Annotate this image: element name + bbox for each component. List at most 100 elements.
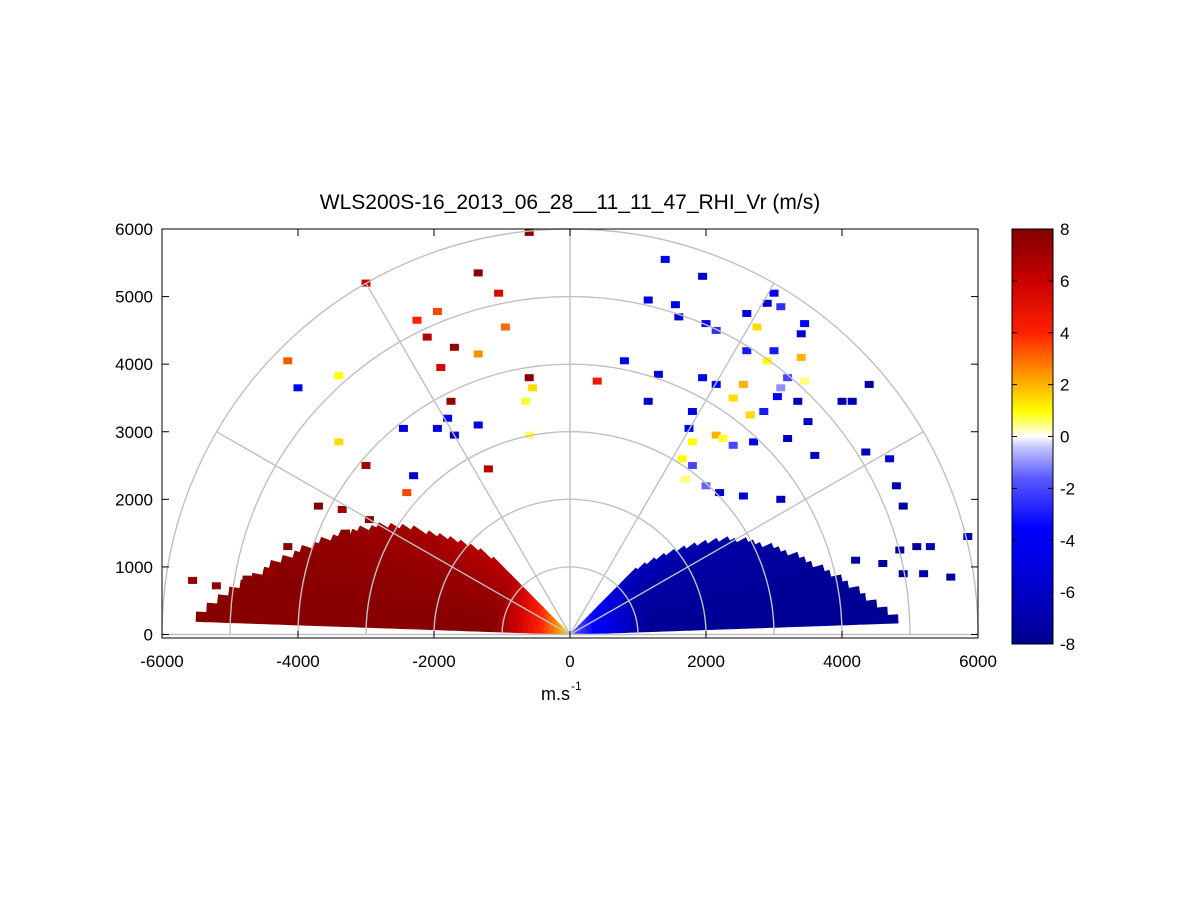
field-cell (410, 525, 419, 534)
field-cell (825, 611, 833, 620)
field-cell (323, 612, 330, 621)
field-cell (841, 580, 850, 590)
field-cell (859, 592, 867, 602)
field-cell (404, 619, 411, 626)
field-cell (358, 621, 365, 628)
data-point (783, 374, 793, 382)
data-point (701, 482, 711, 490)
data-point (188, 576, 198, 584)
data-point (752, 323, 762, 331)
data-point (912, 543, 922, 551)
field-cell (690, 542, 698, 550)
field-cell (774, 615, 782, 623)
field-cell (349, 528, 358, 538)
field-cell (215, 612, 223, 623)
field-cell (389, 623, 396, 629)
field-cell (669, 548, 677, 556)
data-point (711, 326, 721, 334)
data-point (473, 269, 483, 277)
field-cell (744, 618, 751, 625)
field-cell (734, 623, 741, 630)
data-point (293, 384, 303, 392)
field-cell (353, 621, 360, 628)
field-cell (810, 619, 818, 627)
data-point (687, 438, 697, 446)
field-cell (766, 542, 775, 551)
field-cell (881, 606, 888, 616)
field-cell (765, 621, 772, 629)
data-point (762, 357, 772, 365)
field-cell (866, 615, 874, 625)
data-point (483, 465, 493, 473)
field-cell (805, 560, 814, 570)
colorbar (1011, 228, 1054, 645)
field-cell (805, 613, 812, 621)
field-cell (714, 625, 721, 630)
x-tick-label: 2000 (687, 652, 725, 671)
field-cell (779, 609, 786, 617)
data-point (759, 408, 769, 415)
field-cell (261, 615, 268, 625)
field-cell (394, 614, 402, 621)
field-cell (277, 616, 284, 625)
data-point (674, 313, 684, 321)
azimuth-spoke (365, 282, 571, 635)
data-point (681, 475, 691, 483)
azimuth-spoke (216, 431, 571, 636)
data-point (762, 299, 772, 307)
field-cell (749, 618, 756, 624)
data-point (864, 380, 874, 388)
field-cell (292, 617, 299, 626)
data-point (698, 374, 708, 382)
field-cell (740, 537, 749, 546)
field-cell (333, 613, 340, 621)
field-cell (404, 624, 411, 630)
data-point (800, 377, 810, 385)
field-cell (330, 534, 339, 544)
field-cell (853, 586, 861, 596)
field-cell (759, 612, 766, 619)
data-point (283, 357, 293, 365)
field-cell (348, 614, 355, 622)
data-point (810, 451, 820, 459)
field-cell (719, 620, 726, 626)
x-tick-label: -6000 (140, 652, 183, 671)
field-cell (312, 618, 319, 627)
data-point (653, 370, 663, 378)
field-cell (866, 607, 873, 617)
field-cell (477, 548, 485, 555)
field-cell (307, 618, 314, 626)
data-point (837, 397, 847, 405)
field-cell (467, 543, 475, 551)
field-cell (379, 622, 386, 629)
data-point (738, 380, 748, 388)
data-point (687, 408, 697, 415)
data-point (443, 414, 453, 422)
field-cell (374, 612, 381, 619)
data-point (861, 448, 871, 456)
field-cell (861, 616, 869, 625)
field-cell (338, 608, 346, 616)
data-point (619, 357, 629, 365)
field-cell (287, 617, 294, 626)
field-cell (409, 624, 416, 630)
field-cell (328, 606, 336, 615)
field-cell (277, 608, 284, 618)
field-cell (799, 607, 807, 615)
field-cell (292, 550, 301, 560)
field-cell (272, 608, 279, 618)
data-point (521, 397, 531, 405)
field-cell (795, 620, 802, 627)
field-cell (333, 607, 341, 615)
field-cell (722, 536, 731, 544)
field-cell (724, 624, 731, 630)
field-cell (795, 614, 802, 622)
field-cell (709, 625, 716, 631)
field-cell (774, 610, 781, 618)
field-cell (817, 564, 825, 574)
field-cell (457, 539, 465, 547)
field-cell (313, 611, 320, 620)
field-cell (231, 613, 238, 624)
data-point (660, 255, 670, 263)
